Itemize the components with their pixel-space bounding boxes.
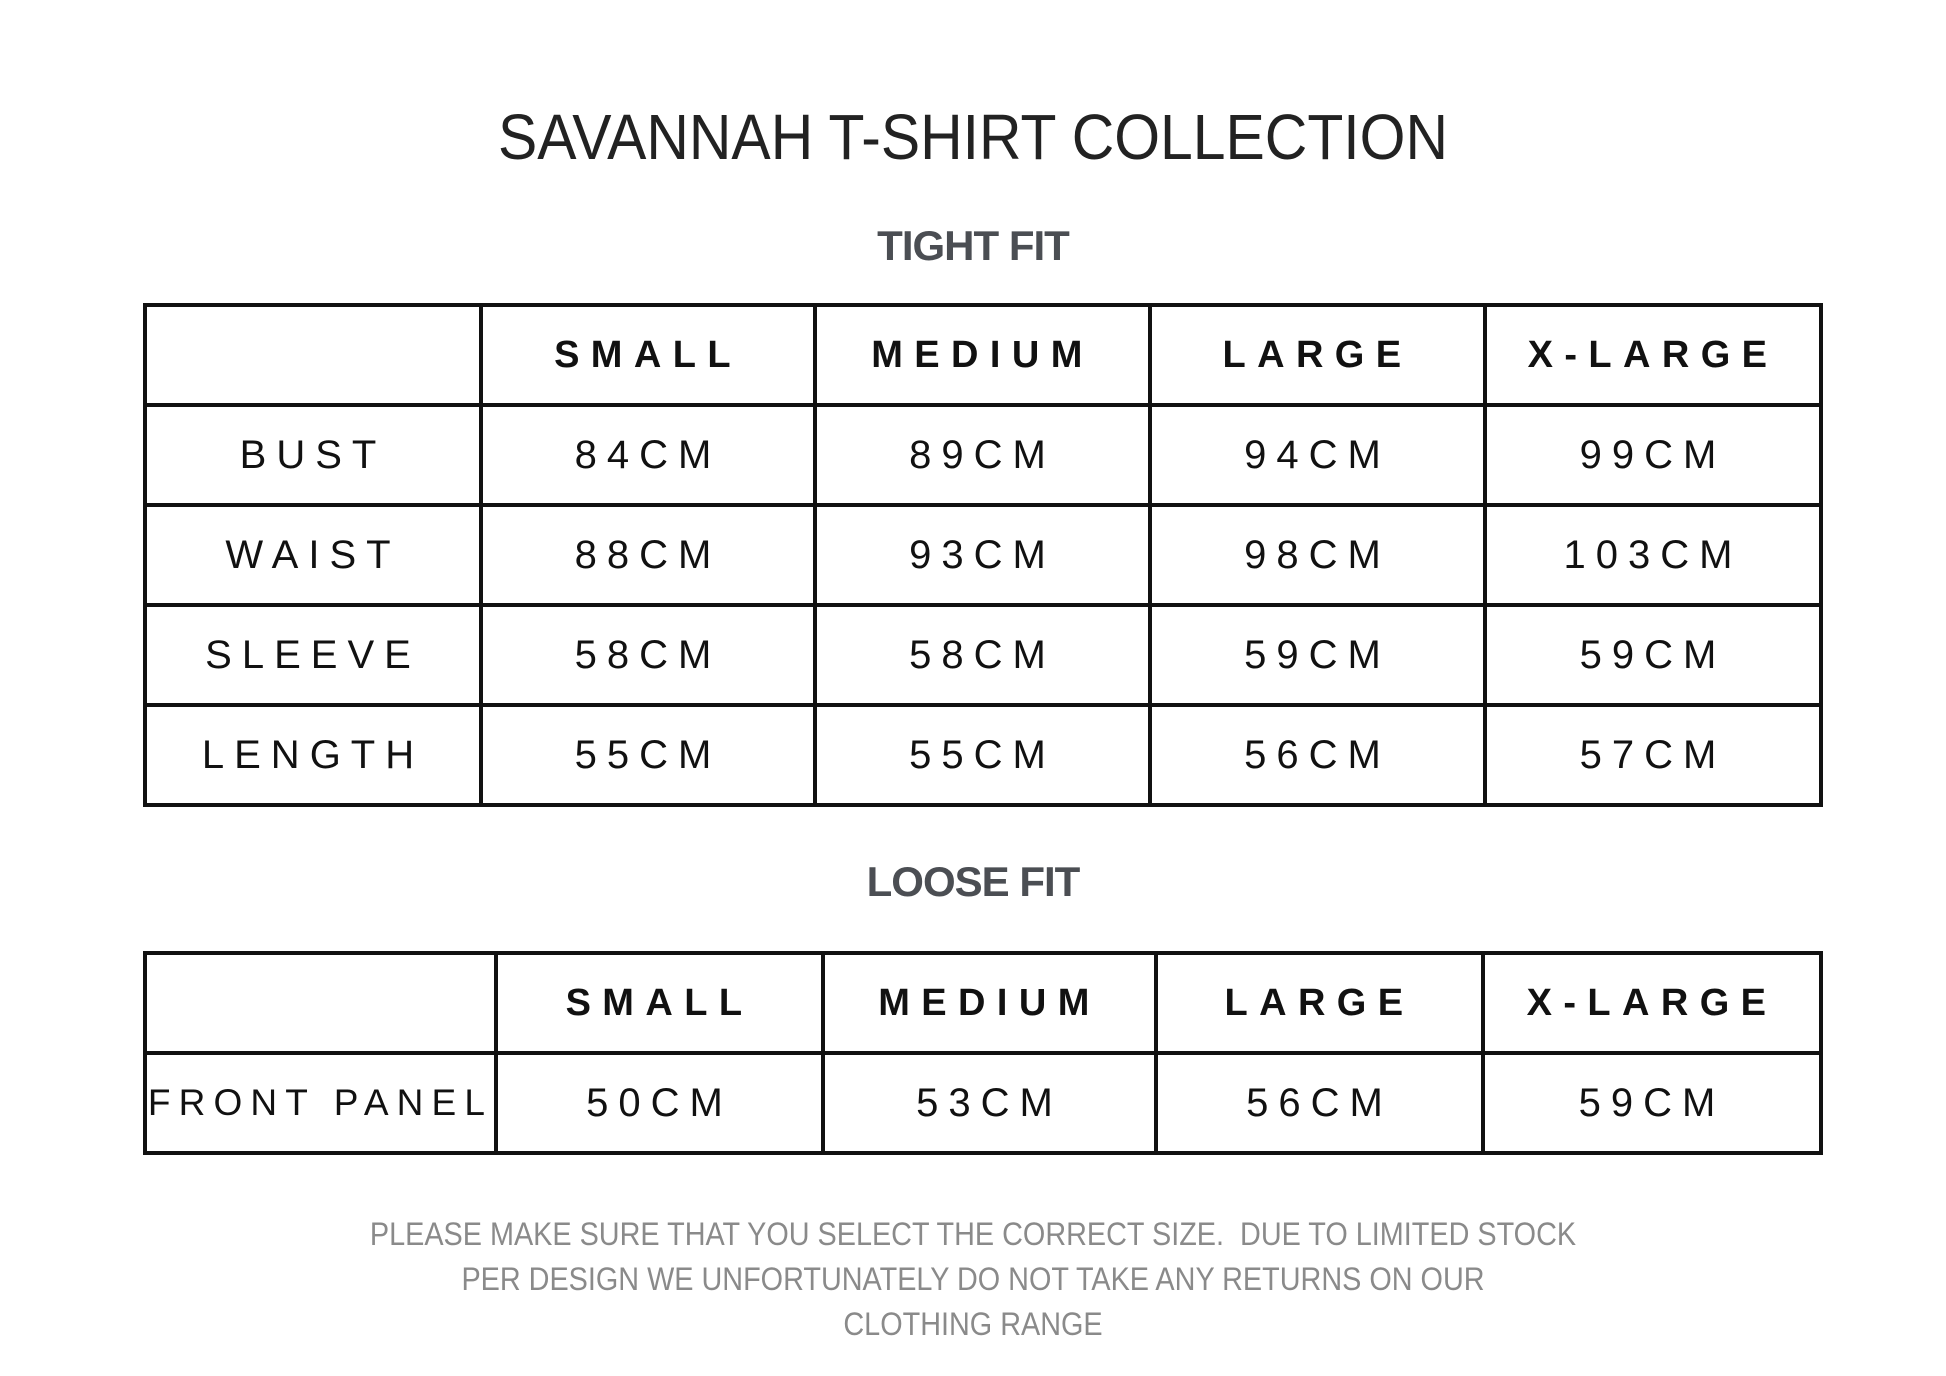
table-cell: 53CM [821, 1051, 1158, 1155]
table-cell: 55CM [479, 703, 817, 807]
table-cell: 56CM [1154, 1051, 1485, 1155]
page-title: SAVANNAH T-SHIRT COLLECTION [498, 101, 1448, 173]
table-cell: 59CM [1481, 1051, 1823, 1155]
header-cell: LARGE [1154, 951, 1485, 1055]
table-row: LENGTH 55CM 55CM 56CM 57CM [143, 703, 1823, 807]
table-row: SLEEVE 58CM 58CM 59CM 59CM [143, 603, 1823, 707]
table-row: WAIST 88CM 93CM 98CM 103CM [143, 503, 1823, 607]
header-cell-empty [143, 951, 498, 1055]
table-cell: 58CM [479, 603, 817, 707]
table-cell: 59CM [1148, 603, 1487, 707]
table-cell: 94CM [1148, 403, 1487, 507]
table-cell: 93CM [813, 503, 1152, 607]
header-cell: MEDIUM [813, 303, 1152, 407]
header-cell: LARGE [1148, 303, 1487, 407]
table-cell: 89CM [813, 403, 1152, 507]
tight-fit-heading: TIGHT FIT [877, 222, 1070, 269]
notice-line: PLEASE MAKE SURE THAT YOU SELECT THE COR… [369, 1216, 1577, 1252]
table-cell: 56CM [1148, 703, 1487, 807]
row-label: BUST [143, 403, 483, 507]
table-cell: 103CM [1483, 503, 1823, 607]
row-label: FRONT PANEL [143, 1051, 498, 1155]
returns-notice: PLEASE MAKE SURE THAT YOU SELECT THE COR… [0, 1212, 1946, 1347]
table-cell: 58CM [813, 603, 1152, 707]
table-cell: 99CM [1483, 403, 1823, 507]
table-cell: 55CM [813, 703, 1152, 807]
table-header-row: SMALL MEDIUM LARGE X-LARGE [143, 303, 1823, 407]
loose-fit-table: SMALL MEDIUM LARGE X-LARGE FRONT PANEL 5… [143, 951, 1823, 1155]
table-cell: 57CM [1483, 703, 1823, 807]
notice-line: PER DESIGN WE UNFORTUNATELY DO NOT TAKE … [461, 1261, 1485, 1297]
notice-line: CLOTHING RANGE [843, 1306, 1103, 1342]
header-cell: SMALL [494, 951, 825, 1055]
table-cell: 50CM [494, 1051, 825, 1155]
header-cell: X-LARGE [1483, 303, 1823, 407]
table-header-row: SMALL MEDIUM LARGE X-LARGE [143, 951, 1823, 1055]
table-cell: 59CM [1483, 603, 1823, 707]
loose-fit-heading: LOOSE FIT [866, 858, 1081, 905]
table-cell: 88CM [479, 503, 817, 607]
row-label: WAIST [143, 503, 483, 607]
header-cell: SMALL [479, 303, 817, 407]
header-cell: X-LARGE [1481, 951, 1823, 1055]
table-row: FRONT PANEL 50CM 53CM 56CM 59CM [143, 1051, 1823, 1155]
table-cell: 84CM [479, 403, 817, 507]
table-cell: 98CM [1148, 503, 1487, 607]
tight-fit-table: SMALL MEDIUM LARGE X-LARGE BUST 84CM 89C… [143, 303, 1823, 807]
row-label: SLEEVE [143, 603, 483, 707]
row-label: LENGTH [143, 703, 483, 807]
header-cell-empty [143, 303, 483, 407]
table-row: BUST 84CM 89CM 94CM 99CM [143, 403, 1823, 507]
header-cell: MEDIUM [821, 951, 1158, 1055]
